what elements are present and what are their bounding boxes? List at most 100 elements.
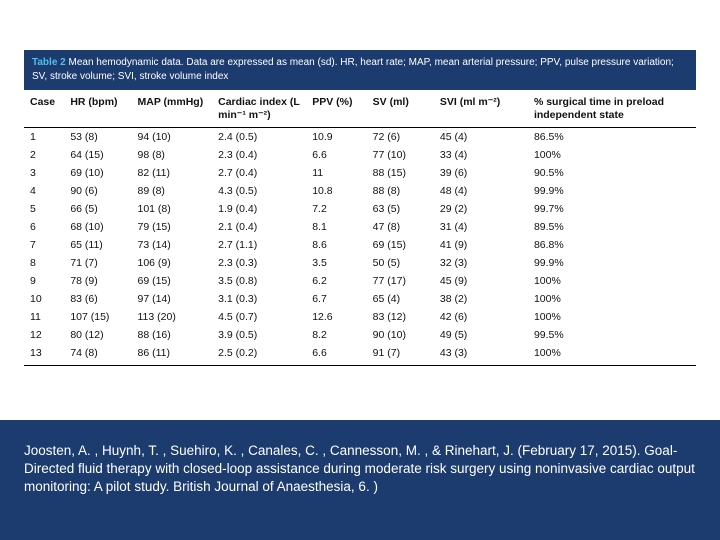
cell-sv: 91 (7) bbox=[367, 344, 434, 365]
table-caption-bar: Table 2 Mean hemodynamic data. Data are … bbox=[24, 50, 696, 90]
table-row: 10 83 (6) 97 (14) 3.1 (0.3) 6.7 65 (4) 3… bbox=[24, 290, 696, 308]
table-row: 3 69 (10) 82 (11) 2.7 (0.4) 11 88 (15) 3… bbox=[24, 164, 696, 182]
cell-map: 113 (20) bbox=[132, 308, 213, 326]
cell-map: 86 (11) bbox=[132, 344, 213, 365]
cell-case: 1 bbox=[24, 128, 64, 147]
cell-svi: 45 (9) bbox=[434, 272, 528, 290]
cell-ci: 1.9 (0.4) bbox=[212, 200, 306, 218]
cell-ci: 3.5 (0.8) bbox=[212, 272, 306, 290]
cell-svi: 31 (4) bbox=[434, 218, 528, 236]
cell-svi: 49 (5) bbox=[434, 326, 528, 344]
cell-sv: 88 (15) bbox=[367, 164, 434, 182]
cell-map: 97 (14) bbox=[132, 290, 213, 308]
cell-case: 11 bbox=[24, 308, 64, 326]
cell-hr: 107 (15) bbox=[64, 308, 131, 326]
cell-pct: 99.7% bbox=[528, 200, 696, 218]
th-sv: SV (ml) bbox=[367, 90, 434, 128]
cell-hr: 64 (15) bbox=[64, 146, 131, 164]
table-row: 11 107 (15) 113 (20) 4.5 (0.7) 12.6 83 (… bbox=[24, 308, 696, 326]
cell-ppv: 11 bbox=[306, 164, 366, 182]
cell-hr: 83 (6) bbox=[64, 290, 131, 308]
table-row: 8 71 (7) 106 (9) 2.3 (0.3) 3.5 50 (5) 32… bbox=[24, 254, 696, 272]
cell-ci: 2.3 (0.3) bbox=[212, 254, 306, 272]
th-case: Case bbox=[24, 90, 64, 128]
slide: Table 2 Mean hemodynamic data. Data are … bbox=[0, 0, 720, 540]
cell-sv: 63 (5) bbox=[367, 200, 434, 218]
cell-svi: 33 (4) bbox=[434, 146, 528, 164]
cell-case: 9 bbox=[24, 272, 64, 290]
cell-sv: 47 (8) bbox=[367, 218, 434, 236]
citation-band: Joosten, A. , Huynh, T. , Suehiro, K. , … bbox=[0, 420, 720, 540]
cell-hr: 80 (12) bbox=[64, 326, 131, 344]
cell-sv: 90 (10) bbox=[367, 326, 434, 344]
cell-hr: 69 (10) bbox=[64, 164, 131, 182]
cell-svi: 41 (9) bbox=[434, 236, 528, 254]
cell-hr: 53 (8) bbox=[64, 128, 131, 147]
cell-sv: 72 (6) bbox=[367, 128, 434, 147]
cell-ppv: 10.9 bbox=[306, 128, 366, 147]
cell-ppv: 6.6 bbox=[306, 146, 366, 164]
th-map: MAP (mmHg) bbox=[132, 90, 213, 128]
cell-hr: 78 (9) bbox=[64, 272, 131, 290]
cell-case: 3 bbox=[24, 164, 64, 182]
cell-pct: 89.5% bbox=[528, 218, 696, 236]
table-body: 1 53 (8) 94 (10) 2.4 (0.5) 10.9 72 (6) 4… bbox=[24, 128, 696, 366]
cell-ci: 2.1 (0.4) bbox=[212, 218, 306, 236]
cell-map: 73 (14) bbox=[132, 236, 213, 254]
cell-hr: 71 (7) bbox=[64, 254, 131, 272]
cell-svi: 48 (4) bbox=[434, 182, 528, 200]
cell-svi: 38 (2) bbox=[434, 290, 528, 308]
th-preload-pct: % surgical time in preload independent s… bbox=[528, 90, 696, 128]
cell-ppv: 7.2 bbox=[306, 200, 366, 218]
cell-ci: 3.1 (0.3) bbox=[212, 290, 306, 308]
table-row: 5 66 (5) 101 (8) 1.9 (0.4) 7.2 63 (5) 29… bbox=[24, 200, 696, 218]
cell-case: 5 bbox=[24, 200, 64, 218]
cell-case: 10 bbox=[24, 290, 64, 308]
cell-pct: 90.5% bbox=[528, 164, 696, 182]
table-caption-label: Table 2 bbox=[32, 57, 66, 68]
table-header-row: Case HR (bpm) MAP (mmHg) Cardiac index (… bbox=[24, 90, 696, 128]
cell-ci: 3.9 (0.5) bbox=[212, 326, 306, 344]
cell-ci: 2.3 (0.4) bbox=[212, 146, 306, 164]
cell-ci: 2.7 (1.1) bbox=[212, 236, 306, 254]
cell-pct: 86.8% bbox=[528, 236, 696, 254]
cell-map: 69 (15) bbox=[132, 272, 213, 290]
cell-map: 106 (9) bbox=[132, 254, 213, 272]
cell-pct: 86.5% bbox=[528, 128, 696, 147]
cell-svi: 42 (6) bbox=[434, 308, 528, 326]
table-row: 4 90 (6) 89 (8) 4.3 (0.5) 10.8 88 (8) 48… bbox=[24, 182, 696, 200]
cell-ppv: 10.8 bbox=[306, 182, 366, 200]
cell-ppv: 6.2 bbox=[306, 272, 366, 290]
cell-pct: 100% bbox=[528, 344, 696, 365]
cell-case: 13 bbox=[24, 344, 64, 365]
cell-sv: 88 (8) bbox=[367, 182, 434, 200]
cell-ppv: 12.6 bbox=[306, 308, 366, 326]
cell-case: 12 bbox=[24, 326, 64, 344]
cell-ppv: 3.5 bbox=[306, 254, 366, 272]
cell-svi: 29 (2) bbox=[434, 200, 528, 218]
cell-pct: 99.9% bbox=[528, 254, 696, 272]
table-row: 2 64 (15) 98 (8) 2.3 (0.4) 6.6 77 (10) 3… bbox=[24, 146, 696, 164]
table-row: 13 74 (8) 86 (11) 2.5 (0.2) 6.6 91 (7) 4… bbox=[24, 344, 696, 365]
cell-svi: 32 (3) bbox=[434, 254, 528, 272]
table-row: 6 68 (10) 79 (15) 2.1 (0.4) 8.1 47 (8) 3… bbox=[24, 218, 696, 236]
cell-map: 79 (15) bbox=[132, 218, 213, 236]
cell-pct: 100% bbox=[528, 272, 696, 290]
cell-pct: 99.5% bbox=[528, 326, 696, 344]
cell-sv: 65 (4) bbox=[367, 290, 434, 308]
cell-map: 89 (8) bbox=[132, 182, 213, 200]
cell-map: 94 (10) bbox=[132, 128, 213, 147]
cell-sv: 50 (5) bbox=[367, 254, 434, 272]
cell-sv: 69 (15) bbox=[367, 236, 434, 254]
table-row: 1 53 (8) 94 (10) 2.4 (0.5) 10.9 72 (6) 4… bbox=[24, 128, 696, 147]
cell-hr: 68 (10) bbox=[64, 218, 131, 236]
cell-pct: 100% bbox=[528, 290, 696, 308]
cell-svi: 39 (6) bbox=[434, 164, 528, 182]
cell-sv: 77 (17) bbox=[367, 272, 434, 290]
cell-case: 4 bbox=[24, 182, 64, 200]
citation-text: Joosten, A. , Huynh, T. , Suehiro, K. , … bbox=[24, 442, 696, 497]
cell-pct: 100% bbox=[528, 308, 696, 326]
cell-ppv: 8.1 bbox=[306, 218, 366, 236]
cell-hr: 74 (8) bbox=[64, 344, 131, 365]
cell-hr: 65 (11) bbox=[64, 236, 131, 254]
